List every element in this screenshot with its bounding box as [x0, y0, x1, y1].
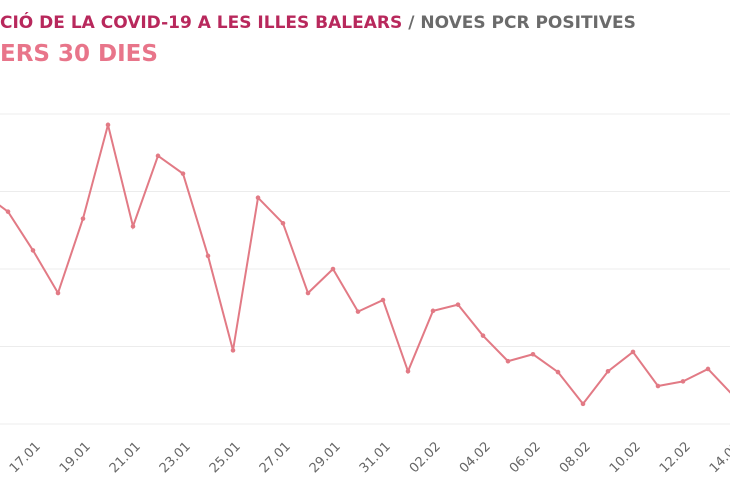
point	[80, 216, 86, 221]
title-main: CIÓ DE LA COVID-19 A LES ILLES BALEARS	[0, 11, 402, 33]
x-tick-label: 29.01	[307, 439, 344, 476]
x-tick-label: 21.01	[107, 439, 144, 476]
x-tick-label: 31.01	[357, 439, 394, 476]
point	[530, 351, 536, 357]
point	[705, 366, 711, 372]
title: CIÓ DE LA COVID-19 A LES ILLES BALEARS / …	[0, 11, 636, 33]
point	[205, 253, 211, 259]
point	[255, 195, 261, 200]
point	[180, 171, 186, 176]
point	[505, 358, 511, 364]
point	[5, 209, 11, 214]
point	[130, 224, 136, 229]
point	[405, 369, 411, 374]
point	[480, 333, 486, 338]
point	[630, 349, 636, 355]
x-tick-label: 02.02	[407, 439, 444, 476]
x-tick-label: 14.02	[707, 439, 730, 476]
x-tick-label: 25.01	[207, 439, 244, 476]
line	[0, 124, 730, 406]
point	[555, 369, 561, 375]
point	[105, 122, 111, 128]
subtitle: ERS 30 DIES	[0, 41, 158, 67]
x-tick-label: 19.01	[57, 439, 94, 476]
x-tick-label: 12.02	[657, 439, 694, 476]
x-tick-label: 04.02	[457, 439, 494, 476]
point	[655, 383, 661, 389]
x-tick-label: 27.01	[257, 439, 294, 476]
point	[455, 302, 461, 307]
point	[605, 369, 611, 374]
point	[380, 297, 386, 303]
x-tick-label: 23.01	[157, 439, 194, 476]
x-tick-label: 06.02	[507, 439, 544, 476]
point	[30, 248, 36, 253]
point	[280, 220, 286, 226]
title-suffix: / NOVES PCR POSITIVES	[408, 13, 636, 33]
point	[355, 309, 361, 314]
point	[155, 153, 161, 159]
point	[55, 290, 61, 296]
point	[580, 401, 586, 407]
point	[230, 348, 236, 353]
point	[430, 308, 436, 314]
point	[305, 290, 311, 296]
x-tick-label: 17.01	[7, 439, 44, 476]
x-tick-label: 10.02	[607, 439, 644, 476]
x-tick-label: 08.02	[557, 439, 594, 476]
point	[330, 266, 336, 272]
point	[680, 379, 686, 384]
